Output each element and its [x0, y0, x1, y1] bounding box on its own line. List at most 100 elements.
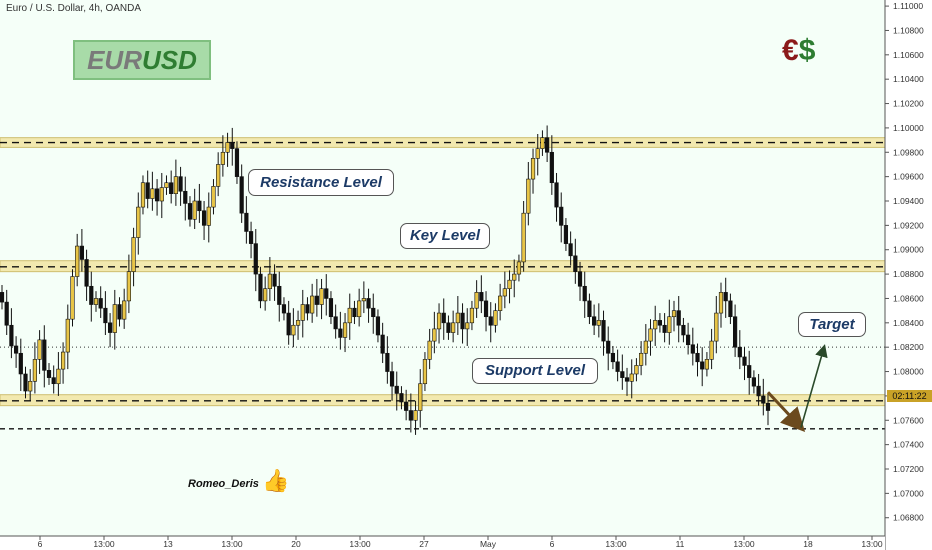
time-tick-label: 13	[163, 539, 173, 549]
candle-body	[521, 212, 526, 263]
price-tick-label: 1.10000	[893, 123, 924, 133]
candle-body	[742, 356, 747, 366]
candle-body	[154, 188, 160, 202]
candle-body	[460, 312, 465, 330]
candle-body	[286, 312, 291, 336]
candle-body	[610, 352, 616, 363]
candle-body	[192, 200, 197, 220]
candle-body	[404, 401, 409, 411]
candle-body	[761, 395, 766, 404]
candle-body	[9, 324, 14, 347]
candle-body	[263, 288, 268, 302]
candle-body	[540, 137, 545, 149]
candle-body	[84, 259, 89, 287]
candle-body	[136, 206, 141, 238]
candle-body	[530, 158, 536, 180]
candle-body	[361, 298, 366, 302]
candle-body	[357, 300, 362, 318]
candle-body	[267, 273, 272, 290]
candle-body	[634, 365, 639, 375]
candle-body	[112, 304, 117, 333]
candle-body	[32, 359, 37, 382]
candle-body	[324, 288, 329, 299]
candle-body	[178, 176, 183, 192]
candle-body	[559, 206, 564, 226]
price-tick-label: 1.11000	[893, 1, 923, 11]
candle-body	[507, 279, 512, 290]
candle-body	[375, 316, 381, 336]
candle-body	[89, 285, 94, 305]
candle-body	[657, 320, 663, 326]
price-tick-label: 1.09400	[893, 196, 924, 206]
level-lines	[0, 346, 885, 430]
candle-body	[686, 334, 691, 346]
candle-body	[159, 187, 164, 202]
candle-body	[389, 371, 395, 387]
candle-body	[620, 371, 625, 378]
candle-body	[465, 322, 470, 330]
candle-body	[653, 320, 658, 330]
candle-body	[451, 322, 456, 333]
candle-body	[469, 307, 475, 324]
candle-body	[493, 310, 498, 326]
price-axis-bg	[885, 0, 932, 550]
candle-body	[474, 292, 479, 309]
candle-body	[281, 304, 287, 314]
candle-body	[347, 307, 352, 324]
candle-body	[56, 368, 61, 385]
candle-body	[394, 385, 399, 394]
candle-body	[399, 393, 404, 403]
candle-body	[380, 334, 385, 354]
candle-body	[103, 307, 108, 324]
candle-body	[718, 292, 724, 314]
candle-body	[516, 261, 522, 275]
candle-body	[756, 385, 761, 397]
projection-arrows	[766, 344, 828, 432]
price-tick-label: 1.07400	[893, 440, 924, 450]
price-tick-label: 1.08400	[893, 318, 924, 328]
candle-body	[371, 307, 376, 318]
candle-body	[342, 322, 348, 338]
price-tick-label: 1.08200	[893, 342, 924, 352]
chart-title: Euro / U.S. Dollar, 4h, OANDA	[6, 3, 142, 14]
price-tick-label: 1.08800	[893, 269, 924, 279]
candle-body	[526, 178, 531, 214]
thumbs-up-icon: 👍	[262, 468, 290, 493]
candle-body	[422, 359, 428, 385]
candle-body	[502, 288, 507, 297]
candle-body	[314, 295, 319, 305]
candle-body	[413, 410, 418, 421]
candle-body	[187, 203, 193, 220]
candle-body	[418, 383, 423, 411]
candle-body	[624, 377, 630, 382]
candle-body	[577, 271, 583, 287]
time-tick-label: May	[480, 539, 497, 549]
candle-body	[234, 148, 240, 177]
candle-body	[483, 300, 489, 318]
candle-body	[183, 190, 188, 204]
candle-body	[545, 137, 550, 153]
author-name: Romeo_Deris	[188, 478, 259, 490]
candle-body	[201, 210, 207, 226]
candle-body	[563, 225, 569, 244]
candle-body	[277, 285, 282, 305]
candle-body	[432, 328, 437, 342]
time-tick-label: 13:00	[733, 539, 755, 549]
candle-body	[305, 304, 310, 314]
candle-body	[352, 307, 357, 318]
time-tick-label: 6	[550, 539, 555, 549]
candle-body	[93, 298, 99, 305]
price-tick-label: 1.10600	[893, 50, 924, 60]
candle-body	[723, 292, 728, 302]
candle-body	[164, 182, 169, 188]
candle-body	[455, 312, 460, 324]
candle-body	[427, 340, 432, 360]
candle-body	[295, 320, 301, 326]
candle-body	[549, 151, 554, 184]
candle-body	[150, 188, 155, 199]
candle-body	[690, 344, 695, 354]
price-tick-label: 1.08600	[893, 293, 924, 303]
candle-body	[737, 346, 742, 358]
candle-body	[573, 255, 578, 272]
